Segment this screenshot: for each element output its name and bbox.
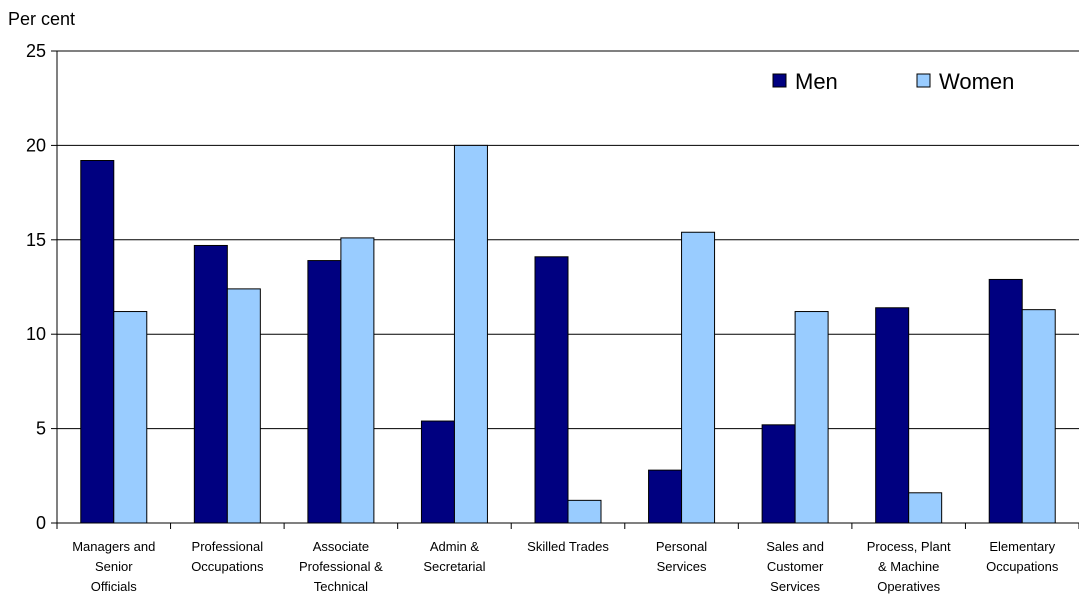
bar-women-8 xyxy=(1021,309,1056,524)
y-tick-label: 5 xyxy=(36,419,46,439)
x-category-label: Elementary Occupations xyxy=(986,539,1059,574)
y-tick-label: 0 xyxy=(36,513,46,533)
bar-women-5 xyxy=(681,231,716,524)
x-category-label: Managers and Senior Officials xyxy=(72,539,155,594)
x-category-label: Process, Plant & Machine Operatives xyxy=(867,539,951,594)
x-category-labels: Managers and Senior Officials Professional O… xyxy=(72,539,1059,594)
bar-men-2 xyxy=(307,260,342,524)
legend-label-women: Women xyxy=(939,69,1014,94)
bar-men-6 xyxy=(761,424,796,524)
legend-label-men: Men xyxy=(795,69,838,94)
y-axis-label: Per cent xyxy=(8,9,75,29)
y-tick-label: 25 xyxy=(26,41,46,61)
bar-women-4 xyxy=(567,499,602,524)
legend-swatch-women xyxy=(916,73,931,88)
y-tick-label: 20 xyxy=(26,135,46,155)
axes xyxy=(51,50,1079,529)
bar-women-7 xyxy=(908,492,943,524)
bar-men-8 xyxy=(988,278,1023,524)
x-category-label: Admin & Secretarial xyxy=(423,539,485,574)
bar-women-2 xyxy=(340,237,375,524)
x-category-label: Personal Services xyxy=(656,539,707,574)
legend: Men Women xyxy=(772,69,1014,94)
bar-men-3 xyxy=(420,420,455,524)
bar-women-6 xyxy=(794,311,829,524)
y-tick-label: 10 xyxy=(26,324,46,344)
bar-men-5 xyxy=(648,469,683,524)
x-category-label: Sales and Customer Services xyxy=(766,539,824,594)
x-category-label: Associate Professional & Technical xyxy=(299,539,383,594)
bars xyxy=(80,144,1056,524)
bar-men-4 xyxy=(534,256,569,524)
y-tick-label: 15 xyxy=(26,230,46,250)
legend-swatch-men xyxy=(772,73,787,88)
x-category-label: Skilled Trades xyxy=(527,539,609,554)
bar-women-3 xyxy=(453,144,488,524)
bar-men-7 xyxy=(875,307,910,524)
bar-women-0 xyxy=(113,311,148,524)
bar-men-0 xyxy=(80,160,115,524)
y-tick-labels: 0 5 10 15 20 25 xyxy=(26,41,46,533)
bar-women-1 xyxy=(226,288,261,524)
x-category-label: Professional Occupations xyxy=(191,539,264,574)
bar-men-1 xyxy=(193,244,228,524)
